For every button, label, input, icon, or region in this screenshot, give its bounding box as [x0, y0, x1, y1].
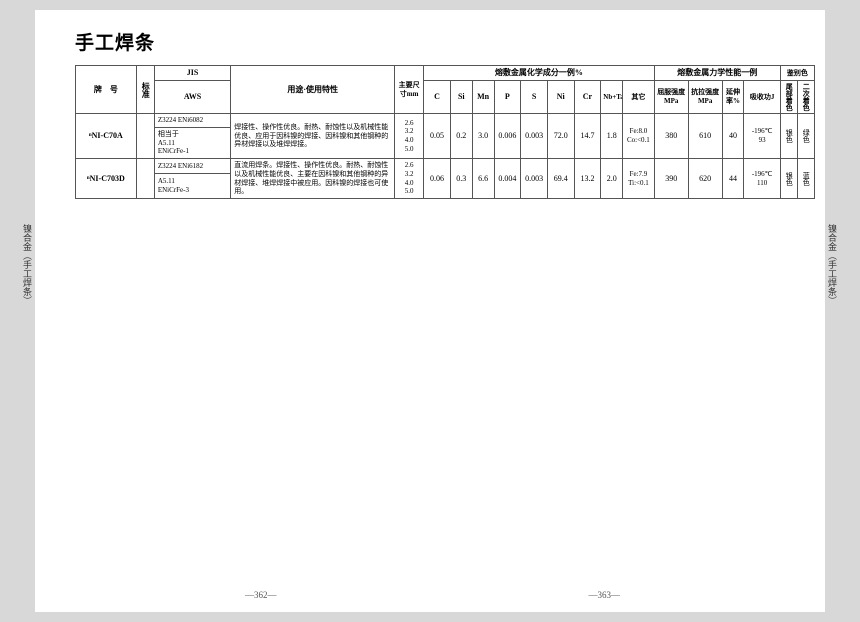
cell-std	[136, 114, 154, 159]
cell-Other: Fe:8.0Co:<0.1	[623, 114, 655, 159]
th-Mn: Mn	[472, 81, 494, 114]
th-ts: 抗拉强度MPa	[688, 81, 722, 114]
th-Other: 其它	[623, 81, 655, 114]
cell-jis: Z3224 ENi6082	[154, 114, 230, 128]
th-P: P	[494, 81, 521, 114]
th-Cr: Cr	[574, 81, 601, 114]
cell-C: 0.06	[424, 159, 451, 199]
cell-ys: 380	[654, 114, 688, 159]
cell-S: 0.003	[521, 159, 548, 199]
cell-Si: 0.3	[450, 159, 472, 199]
th-size: 主要尺寸mm	[395, 66, 424, 114]
cell-Other: Fe:7.9Ti:<0.1	[623, 159, 655, 199]
cell-ts: 620	[688, 159, 722, 199]
cell-size: 2.63.24.05.0	[395, 114, 424, 159]
th-Ni: Ni	[547, 81, 574, 114]
cell-cvn: -196℃110	[744, 159, 780, 199]
page-title: 手工焊条	[75, 28, 817, 55]
cell-aws: A5.11ENiCrFe-3	[154, 174, 230, 199]
cell-ts: 610	[688, 114, 722, 159]
th-jis: JIS	[154, 66, 230, 81]
th-ys: 屈服强度MPa	[654, 81, 688, 114]
th-C: C	[424, 81, 451, 114]
th-id: 鉴别色	[780, 66, 814, 81]
cell-P: 0.006	[494, 114, 521, 159]
side-tab-right: 镍合金（手工焊条）	[825, 220, 840, 370]
cell-Si: 0.2	[450, 114, 472, 159]
cell-grade: ⁿNI-C70A	[76, 114, 137, 159]
cell-use: 焊接性、操作性优良。耐热、耐蚀性以及机械性能优良、应用于因科镍的焊接、因科镍和其…	[231, 114, 395, 159]
cell-id2: 绿色	[797, 114, 814, 159]
cell-jis: Z3224 ENi6182	[154, 159, 230, 174]
spec-table: 牌 号 标准 JIS 用途·使用特性 主要尺寸mm 熔敷金属化学成分一例% 熔敷…	[75, 65, 815, 199]
cell-aws: 相当于A5.11ENiCrFe-1	[154, 127, 230, 158]
cell-el: 44	[722, 159, 744, 199]
th-Nb: Nb+Ta	[601, 81, 623, 114]
cell-el: 40	[722, 114, 744, 159]
cell-id1: 银色	[780, 159, 797, 199]
page-num-left: —362—	[245, 590, 277, 600]
th-std: 标准	[136, 66, 154, 114]
cell-Ni: 69.4	[547, 159, 574, 199]
th-id1: 尾部着色	[780, 81, 797, 114]
side-tab-left: 镍合金（手工焊条）	[20, 220, 35, 370]
th-cvn: 吸收功J	[744, 81, 780, 114]
cell-id2: 蓝色	[797, 159, 814, 199]
cell-std	[136, 159, 154, 199]
cell-Ni: 72.0	[547, 114, 574, 159]
cell-grade: ⁿNI-C703D	[76, 159, 137, 199]
cell-Nb: 1.8	[601, 114, 623, 159]
cell-size: 2.63.24.05.0	[395, 159, 424, 199]
side-tab-text: 镍合金（手工焊条）	[21, 224, 34, 305]
page: 手工焊条 牌 号 标准 JIS 用途·使用特性 主要尺寸mm 熔敷金属化学成分一…	[35, 10, 825, 612]
cell-ys: 390	[654, 159, 688, 199]
page-num-right: —363—	[589, 590, 621, 600]
th-el: 延伸率%	[722, 81, 744, 114]
th-mech: 熔敷金属力学性能一例	[654, 66, 780, 81]
th-Si: Si	[450, 81, 472, 114]
cell-Mn: 6.6	[472, 159, 494, 199]
table-row: ⁿNI-C70AZ3224 ENi6082焊接性、操作性优良。耐热、耐蚀性以及机…	[76, 114, 815, 128]
th-aws: AWS	[154, 81, 230, 114]
th-use: 用途·使用特性	[231, 66, 395, 114]
cell-S: 0.003	[521, 114, 548, 159]
cell-use: 直流用焊条。焊接性、操作性优良。耐热、耐蚀性以及机械性能优良、主要在因科镍和其他…	[231, 159, 395, 199]
table-row: ⁿNI-C703DZ3224 ENi6182直流用焊条。焊接性、操作性优良。耐热…	[76, 159, 815, 174]
cell-Mn: 3.0	[472, 114, 494, 159]
cell-P: 0.004	[494, 159, 521, 199]
th-grade: 牌 号	[76, 66, 137, 114]
cell-Cr: 14.7	[574, 114, 601, 159]
th-id2: 二次着色	[797, 81, 814, 114]
cell-C: 0.05	[424, 114, 451, 159]
th-chem: 熔敷金属化学成分一例%	[424, 66, 655, 81]
cell-cvn: -196℃93	[744, 114, 780, 159]
cell-Cr: 13.2	[574, 159, 601, 199]
th-S: S	[521, 81, 548, 114]
cell-id1: 银色	[780, 114, 797, 159]
cell-Nb: 2.0	[601, 159, 623, 199]
side-tab-text: 镍合金（手工焊条）	[826, 224, 839, 305]
